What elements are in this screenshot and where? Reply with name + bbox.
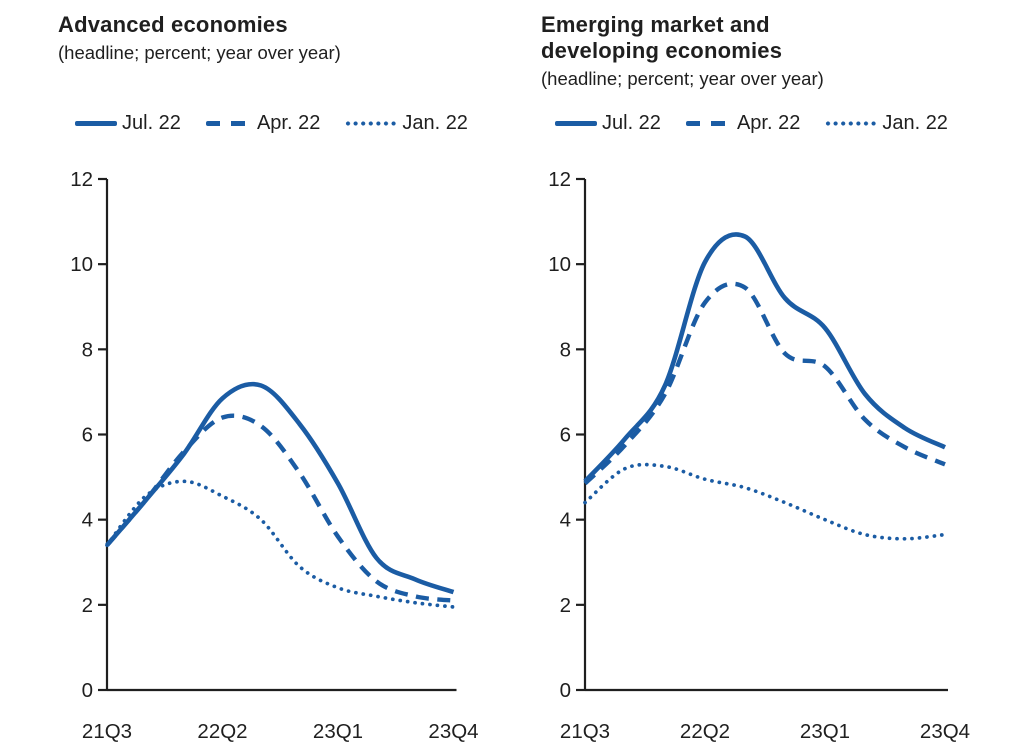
- legend-item-jul-22: Jul. 22: [555, 112, 661, 135]
- legend-swatch-dashed-line-icon: [685, 121, 732, 126]
- legend-swatch-solid-line-icon: [75, 121, 117, 126]
- chart-title-advanced-economies: Advanced economies: [58, 12, 288, 37]
- legend-label: Apr. 22: [736, 112, 801, 134]
- legend-item-apr-22: Apr. 22: [205, 112, 321, 135]
- series-line-jan-22: [583, 462, 947, 541]
- chart-subtitle: (headline; percent; year over year): [541, 68, 824, 89]
- legend-swatch-solid-line-icon: [555, 121, 597, 126]
- x-tick-label: 22Q2: [680, 720, 730, 743]
- x-tick-label: 23Q1: [313, 720, 363, 743]
- emerging-market-panel: Emerging market and developing economies…: [505, 0, 1024, 756]
- x-tick-label: 23Q4: [920, 720, 970, 743]
- y-tick-label: 12: [548, 168, 571, 191]
- legend-item-jan-22: Jan. 22: [825, 112, 948, 135]
- chart-subtitle: (headline; percent; year over year): [58, 42, 341, 63]
- advanced-economies-plot: 0 2 4 6 8 10 12 21Q3 22Q2 23Q1 23Q4: [70, 168, 478, 743]
- chart-title-emerging-market: Emerging market and developing economies: [541, 12, 783, 63]
- advanced-economies-panel: Advanced economies (headline; percent; y…: [0, 0, 505, 756]
- legend: Jul. 22 Apr. 22 Jan. 22: [555, 112, 948, 135]
- y-tick-label: 4: [560, 509, 571, 532]
- legend-swatch-dotted-line-icon: [345, 121, 398, 126]
- legend: Jul. 22 Apr. 22 Jan. 22: [75, 112, 468, 135]
- legend-label: Jul. 22: [122, 112, 181, 134]
- y-tick-label: 2: [82, 594, 93, 617]
- legend-label: Apr. 22: [256, 112, 321, 134]
- x-tick-label: 21Q3: [560, 720, 610, 743]
- y-tick-label: 10: [70, 253, 93, 276]
- y-tick-label: 8: [560, 338, 571, 361]
- series-line-jan-22: [105, 479, 456, 609]
- y-tick-label: 0: [82, 679, 93, 702]
- series-line-apr-22: [105, 413, 454, 603]
- y-tick-label: 0: [560, 679, 571, 702]
- legend-swatch-dotted-line-icon: [825, 121, 878, 126]
- legend-label: Jul. 22: [602, 112, 661, 134]
- legend-item-jul-22: Jul. 22: [75, 112, 181, 135]
- legend-item-jan-22: Jan. 22: [345, 112, 468, 135]
- legend-item-apr-22: Apr. 22: [685, 112, 801, 135]
- y-tick-label: 8: [82, 338, 93, 361]
- legend-label: Jan. 22: [882, 112, 948, 134]
- y-tick-label: 12: [70, 168, 93, 191]
- y-tick-label: 10: [548, 253, 571, 276]
- y-tick-label: 6: [560, 424, 571, 447]
- y-tick-label: 6: [82, 424, 93, 447]
- series-line-jul-22: [105, 381, 455, 595]
- x-tick-label: 23Q1: [800, 720, 850, 743]
- y-tick-label: 4: [82, 509, 93, 532]
- x-tick-label: 22Q2: [197, 720, 247, 743]
- series-line-apr-22: [583, 281, 946, 486]
- x-tick-label: 21Q3: [82, 720, 132, 743]
- legend-label: Jan. 22: [402, 112, 468, 134]
- y-tick-label: 2: [560, 594, 571, 617]
- series-line-jul-22: [583, 232, 946, 483]
- x-tick-label: 23Q4: [428, 720, 478, 743]
- legend-swatch-dashed-line-icon: [205, 121, 252, 126]
- emerging-market-plot: 0 2 4 6 8 10 12 21Q3 22Q2 23Q1 23Q4: [548, 168, 970, 743]
